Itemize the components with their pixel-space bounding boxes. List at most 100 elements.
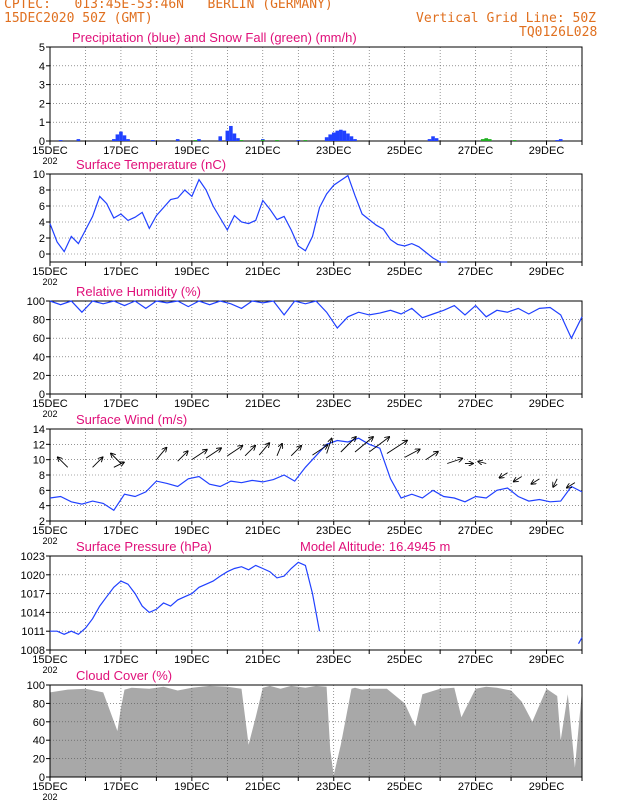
x-tick-label: 15DEC <box>32 525 68 537</box>
x-tick-label: 17DEC <box>103 781 139 793</box>
x-tick-label: 15DEC <box>32 781 68 793</box>
panel-humidity: Relative Humidity (%) 0 20 40 60 80 100 15DEC 17… <box>27 284 583 419</box>
header-vgrid: Vertical Grid Line: 50Z <box>416 11 597 26</box>
precip-bar <box>346 133 350 141</box>
panel-temp: Surface Temperature (nC) 0 2 4 6 8 10 15DEC 17DE… <box>32 157 583 287</box>
snow-bar <box>275 140 279 141</box>
wind-arrow <box>447 459 462 464</box>
header-station: CPTEC: 013:45E-53:46N BERLIN (GERMANY) <box>4 0 333 12</box>
plot-frame <box>49 300 583 395</box>
wind-arrow <box>227 446 242 457</box>
y-tick-label: 1023 <box>21 551 45 563</box>
chart-title: Relative Humidity (%) <box>76 284 201 299</box>
precip-bar <box>431 136 435 141</box>
x-tick-label: 17DEC <box>103 145 139 157</box>
x-tick-label: 15DEC <box>32 145 68 157</box>
x-tick-label: 29DEC <box>529 781 565 793</box>
wind-arrow <box>326 439 332 454</box>
wind-arrow <box>386 441 407 454</box>
y-tick-label: 4 <box>39 217 45 229</box>
precip-bar <box>197 139 201 141</box>
precip-bar <box>218 136 223 141</box>
precip-bar <box>229 125 233 141</box>
wind-arrow <box>567 482 576 488</box>
y-tick-label: 1014 <box>21 607 45 619</box>
y-tick-label: 1 <box>39 117 45 129</box>
x-tick-label: 17DEC <box>103 398 139 410</box>
year-label: 202 <box>42 277 57 287</box>
y-tick-label: 4 <box>39 501 45 513</box>
snow-bar <box>193 140 198 141</box>
y-tick-label: 1017 <box>21 589 45 601</box>
x-tick-label: 15DEC <box>32 654 68 666</box>
y-tick-label: 2 <box>39 516 45 528</box>
y-tick-label: 6 <box>39 201 45 213</box>
x-tick-label: 29DEC <box>529 266 565 278</box>
wind-arrow <box>276 444 282 457</box>
precip-bar <box>335 130 340 141</box>
snow-bar <box>512 140 517 141</box>
x-tick-label: 21DEC <box>245 145 281 157</box>
y-tick-label: 20 <box>33 370 45 382</box>
y-tick-label: 10 <box>33 455 45 467</box>
x-tick-label: 25DEC <box>387 145 423 157</box>
precip-bar <box>349 136 354 141</box>
x-tick-label: 27DEC <box>458 266 494 278</box>
precip-bar <box>175 139 180 141</box>
y-tick-label: 14 <box>33 424 45 436</box>
y-tick-label: 2 <box>39 233 45 245</box>
x-tick-label: 27DEC <box>458 398 494 410</box>
x-tick-label: 25DEC <box>387 654 423 666</box>
wind-arrow <box>368 437 389 453</box>
panel-wind: Surface Wind (m/s) 2 4 6 8 10 12 14 15DEC 17DEC 19… <box>32 412 583 546</box>
wind-arrow <box>478 462 487 464</box>
header-code: TQ0126L028 <box>519 25 598 40</box>
x-tick-label: 29DEC <box>529 525 565 537</box>
y-tick-label: 20 <box>33 754 45 766</box>
chart-title: Surface Wind (m/s) <box>76 412 187 427</box>
precip-bar <box>126 139 130 141</box>
y-tick-label: 0 <box>39 389 45 401</box>
series-line <box>49 437 583 512</box>
x-tick-label: 21DEC <box>245 654 281 666</box>
precip-bar <box>112 139 116 141</box>
y-tick-label: 80 <box>33 315 45 327</box>
x-tick-label: 29DEC <box>529 654 565 666</box>
y-tick-label: 8 <box>39 470 45 482</box>
x-tick-label: 21DEC <box>245 398 281 410</box>
precip-bar <box>353 139 357 141</box>
x-tick-label: 25DEC <box>387 525 423 537</box>
wind-arrow <box>258 443 269 456</box>
wind-arrow <box>113 462 124 468</box>
precip-bar <box>324 137 329 141</box>
x-tick-label: 27DEC <box>458 654 494 666</box>
precip-bar <box>236 138 240 141</box>
precip-bar <box>296 140 301 141</box>
chart-title: Precipitation (blue) and Snow Fall (gree… <box>72 30 357 45</box>
wind-arrow <box>290 446 301 457</box>
wind-arrow <box>553 478 557 487</box>
chart-title: Surface Pressure (hPa) <box>76 539 212 554</box>
snow-bar <box>480 139 485 141</box>
plot-frame <box>49 173 583 263</box>
wind-arrow <box>531 478 540 484</box>
precip-bar <box>119 131 123 141</box>
x-tick-label: 23DEC <box>316 145 352 157</box>
x-tick-label: 29DEC <box>529 145 565 157</box>
panel-precip: Precipitation (blue) and Snow Fall (gree… <box>32 30 583 166</box>
chart-title: Surface Temperature (nC) <box>76 157 226 172</box>
wind-arrow <box>500 472 508 478</box>
x-tick-label: 23DEC <box>316 654 352 666</box>
x-tick-label: 25DEC <box>387 266 423 278</box>
x-tick-label: 27DEC <box>458 145 494 157</box>
wind-arrow <box>354 437 373 453</box>
x-tick-label: 19DEC <box>174 525 210 537</box>
x-tick-label: 25DEC <box>387 398 423 410</box>
wind-arrow <box>191 450 207 461</box>
precip-bar <box>151 140 155 141</box>
y-tick-label: 2 <box>39 98 45 110</box>
x-tick-label: 21DEC <box>245 525 281 537</box>
x-tick-label: 21DEC <box>245 781 281 793</box>
y-tick-label: 60 <box>33 717 45 729</box>
